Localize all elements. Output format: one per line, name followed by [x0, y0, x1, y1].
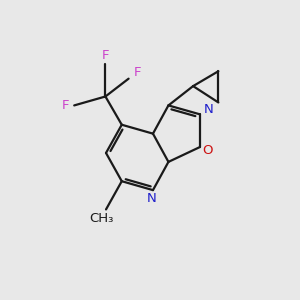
Text: CH₃: CH₃ [89, 212, 114, 225]
Text: F: F [61, 99, 69, 112]
Text: N: N [147, 192, 156, 205]
Text: F: F [102, 49, 109, 62]
Text: N: N [203, 103, 213, 116]
Text: F: F [134, 66, 141, 79]
Text: O: O [202, 144, 213, 157]
